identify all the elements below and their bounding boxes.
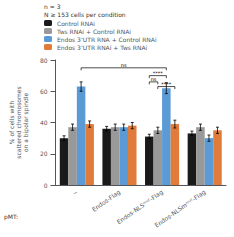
svg-text:n = 3: n = 3 — [44, 3, 61, 10]
svg-text:ns: ns — [121, 62, 127, 68]
svg-text:60: 60 — [40, 88, 48, 95]
svg-text:Endos-NLSmᵐᵘᵗ-Flag: Endos-NLSmᵐᵘᵗ-Flag — [153, 188, 207, 229]
svg-text:20: 20 — [40, 150, 48, 157]
svg-text:−: − — [71, 188, 79, 197]
svg-text:scattered chromosomes: scattered chromosomes — [15, 86, 22, 158]
svg-text:40: 40 — [40, 119, 48, 126]
svg-text:Tws RNAi + Control RNAi: Tws RNAi + Control RNAi — [56, 28, 131, 35]
svg-text:****: **** — [153, 70, 164, 76]
svg-text:pMT:: pMT: — [4, 213, 18, 221]
svg-text:Endos-Flag: Endos-Flag — [90, 188, 122, 214]
svg-text:on a bipolar spindle: on a bipolar spindle — [22, 93, 30, 153]
svg-text:ns: ns — [151, 76, 157, 82]
svg-text:N ≥ 153 cells per condition: N ≥ 153 cells per condition — [44, 11, 126, 19]
svg-text:Endos-NLSᵐᵘᵗ-Flag: Endos-NLSᵐᵘᵗ-Flag — [115, 188, 165, 226]
svg-text:Endos 3’UTR RNA + Control RNAi: Endos 3’UTR RNA + Control RNAi — [57, 36, 157, 43]
svg-text:Endos 3’UTR RNAi + Tws RNAi: Endos 3’UTR RNAi + Tws RNAi — [57, 44, 148, 51]
svg-text:% of cells with: % of cells with — [8, 101, 15, 145]
svg-text:0: 0 — [44, 182, 48, 189]
svg-text:****: **** — [161, 81, 172, 87]
svg-text:Control RNAi: Control RNAi — [57, 20, 95, 27]
svg-text:80: 80 — [40, 57, 48, 64]
